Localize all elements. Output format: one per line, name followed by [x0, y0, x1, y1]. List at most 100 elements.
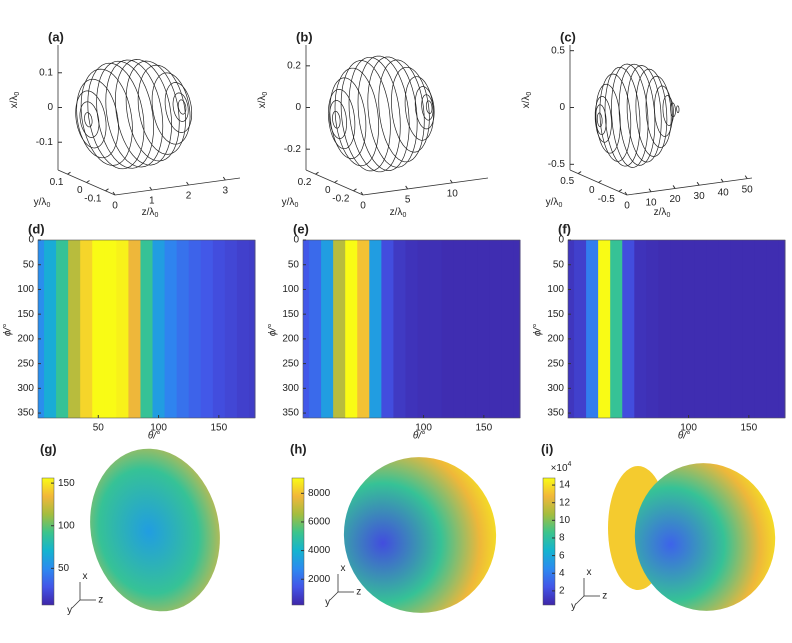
- colorbar: [291, 477, 305, 606]
- y-tick: [334, 180, 338, 183]
- colorbar-multiplier-main: ×10: [551, 463, 568, 474]
- trajectory-loop: [357, 55, 410, 171]
- trajectory-loop: [332, 110, 341, 129]
- heatmap-column: [381, 240, 394, 418]
- plot-frame: [567, 239, 786, 419]
- colorbar-tick-label: 4: [559, 568, 565, 579]
- heatmap-column: [730, 240, 744, 418]
- x-tick-label: 0: [559, 102, 565, 113]
- z-tick: [624, 191, 628, 196]
- z-tick: [186, 181, 189, 186]
- y-axis-label: y/λ0: [34, 197, 51, 210]
- trajectory-loop: [404, 76, 434, 141]
- z-tick-label: 2: [186, 191, 192, 202]
- triad-label: z: [602, 591, 607, 602]
- y-tick-label: 100: [547, 284, 564, 295]
- trajectory-loop: [635, 68, 668, 157]
- plot-frame: [302, 239, 521, 419]
- heatmap-column: [754, 240, 768, 418]
- heatmap-column: [670, 240, 684, 418]
- x-tick-label: 150: [475, 423, 492, 434]
- z-tick: [222, 176, 226, 181]
- y-tick-label: 150: [17, 309, 34, 320]
- heatmap-column: [465, 240, 479, 418]
- panel-label: (c): [560, 29, 576, 44]
- trajectory-loop: [164, 82, 193, 133]
- triad-label: y: [67, 605, 72, 616]
- trajectory-loop: [151, 72, 191, 145]
- colorbar-tick-label: 8000: [308, 488, 331, 499]
- z-tick: [149, 186, 153, 191]
- heatmap-column: [80, 240, 93, 418]
- trajectory-loop: [595, 104, 607, 135]
- y-tick: [67, 171, 71, 175]
- z-axis-label: z/λ0: [390, 207, 407, 220]
- z-tick-label: 0: [624, 201, 630, 212]
- heatmap-column: [56, 240, 69, 418]
- y-tick-label: 300: [282, 383, 299, 394]
- panel-label: (g): [40, 441, 57, 456]
- z-axis-label-index: 0: [402, 212, 406, 219]
- heatmap-column: [248, 240, 256, 418]
- trajectory-loop: [84, 112, 93, 128]
- trajectory-loop: [105, 59, 164, 168]
- y-tick-label: -0.1: [84, 193, 102, 204]
- y-tick: [577, 171, 582, 174]
- heatmap-column: [766, 240, 780, 418]
- heatmap-column: [309, 240, 322, 418]
- colorbar-tick-label: 4000: [308, 545, 331, 556]
- trajectory-loop: [329, 77, 367, 159]
- z-axis-label-main: z/λ: [390, 207, 403, 218]
- trajectory-loop: [618, 63, 656, 166]
- heatmap-column: [682, 240, 696, 418]
- y-tick-label: 250: [547, 358, 564, 369]
- z-tick: [720, 178, 724, 183]
- heatmap-column: [116, 240, 129, 418]
- z-tick: [648, 188, 652, 193]
- y-axis-label-index: 0: [294, 202, 298, 209]
- x-tick-label: 0.5: [551, 45, 565, 56]
- trajectory-loop: [76, 78, 119, 159]
- heatmap-column: [586, 240, 599, 418]
- x-axis-label: θ/°: [413, 431, 425, 442]
- triad-axis: [329, 591, 339, 601]
- x-tick-label: 150: [210, 423, 227, 434]
- z-tick: [449, 179, 453, 184]
- y-axis-label-index: 0: [46, 202, 50, 209]
- heatmap-column: [646, 240, 659, 418]
- colorbar-multiplier: ×104: [551, 461, 572, 473]
- y-tick-label: 250: [17, 358, 34, 369]
- x-tick-label: 100: [680, 423, 697, 434]
- colorbar-tick-label: 8: [559, 533, 565, 544]
- y-axis-label-main: y/λ: [34, 197, 47, 208]
- trajectory-loop: [87, 62, 145, 170]
- y-tick-label: -0.2: [332, 193, 350, 204]
- heatmap-column: [140, 240, 154, 418]
- heatmap-column: [303, 240, 310, 418]
- heatmap-column: [176, 240, 190, 418]
- y-tick: [315, 171, 319, 175]
- colorbar-tick-label: 150: [58, 478, 75, 489]
- z-tick-label: 50: [742, 184, 754, 195]
- y-tick-label: 300: [547, 383, 564, 394]
- trajectory-loop: [595, 83, 621, 154]
- z-tick-label: 1: [149, 196, 155, 207]
- y-tick-label: 0: [558, 235, 564, 246]
- colorbar-tick-label: 2000: [308, 574, 331, 585]
- x-axis-label-index: 0: [14, 92, 21, 96]
- z-tick: [360, 191, 364, 196]
- y-tick: [86, 180, 90, 183]
- y-tick-label: 350: [547, 408, 564, 419]
- plot-frame: [37, 239, 256, 419]
- panel-label: (h): [290, 441, 307, 456]
- z-tick-label: 20: [670, 194, 682, 205]
- y-axis-label: ϕ/°: [268, 324, 279, 336]
- heatmap-column: [333, 240, 346, 418]
- heatmap-column: [718, 240, 732, 418]
- y-tick-label: 50: [23, 259, 35, 270]
- z-tick-label: 0: [112, 201, 118, 212]
- x-axis-label-main: x/λ: [257, 96, 268, 109]
- y-tick-label: 0.1: [50, 177, 64, 188]
- trajectory-loop: [599, 73, 632, 162]
- colorbar-tick-label: 100: [58, 520, 75, 531]
